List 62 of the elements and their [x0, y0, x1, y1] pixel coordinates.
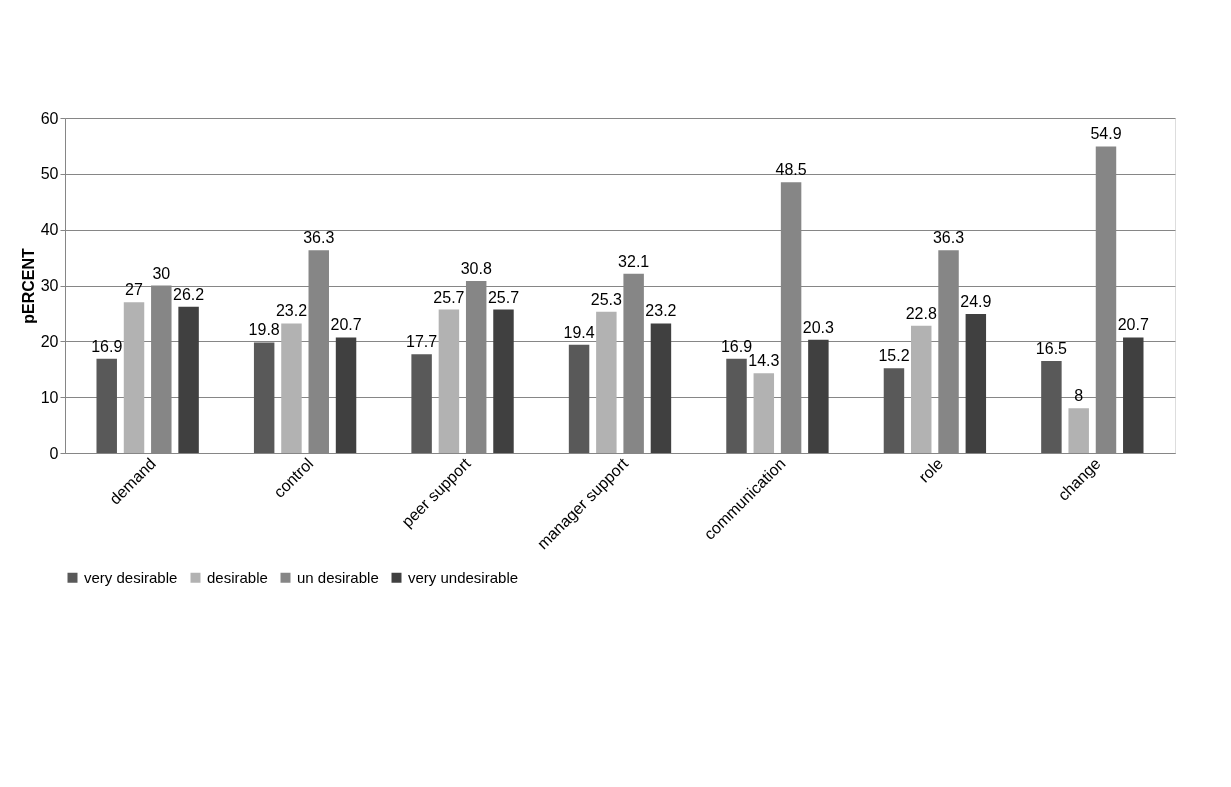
data-label: 20.7 — [1117, 316, 1149, 334]
bar — [808, 339, 829, 453]
data-label: 26.2 — [173, 285, 205, 303]
data-label: 20.7 — [330, 316, 362, 334]
bar — [281, 323, 302, 453]
bar — [493, 309, 514, 453]
y-tick-label: 50 — [40, 165, 59, 183]
data-label: 22.8 — [905, 304, 937, 322]
bar — [965, 313, 987, 453]
data-label: 36.3 — [303, 229, 335, 247]
y-axis-title: pERCENT — [19, 248, 37, 324]
data-label: 19.4 — [563, 323, 595, 341]
data-label: 32.1 — [618, 252, 650, 270]
data-label: 19.8 — [248, 321, 280, 339]
data-label: 30.8 — [460, 260, 492, 278]
legend-label: very undesirable — [408, 568, 519, 586]
y-tick-label: 40 — [40, 221, 59, 239]
y-tick-label: 60 — [40, 109, 59, 127]
bar — [596, 311, 617, 453]
data-label: 16.9 — [91, 337, 123, 355]
data-label: 54.9 — [1090, 125, 1122, 143]
y-tick-label: 10 — [40, 388, 59, 406]
y-tick-label: 0 — [49, 444, 59, 462]
bar — [96, 358, 117, 453]
data-label: 17.7 — [406, 333, 438, 351]
bar — [911, 325, 932, 453]
bar — [411, 354, 432, 453]
data-label: 14.3 — [748, 352, 780, 370]
data-label: 27 — [125, 281, 144, 299]
data-label: 16.9 — [720, 337, 753, 355]
bar — [726, 358, 747, 453]
bar — [1123, 337, 1144, 453]
bar — [568, 344, 590, 453]
legend-label: un desirable — [297, 568, 379, 586]
bar — [253, 342, 275, 453]
data-label: 30 — [152, 264, 171, 282]
bar — [438, 309, 460, 453]
data-label: 23.2 — [275, 302, 308, 320]
data-label: 20.3 — [802, 318, 835, 336]
bar — [1068, 408, 1089, 453]
bar — [178, 306, 199, 453]
data-label: 36.3 — [932, 229, 965, 247]
bar — [883, 368, 905, 453]
data-label: 25.7 — [487, 288, 520, 306]
y-tick-label: 20 — [40, 332, 59, 350]
data-label: 25.3 — [590, 290, 623, 308]
bar — [753, 373, 775, 453]
legend-label: desirable — [207, 568, 268, 586]
bar — [335, 337, 357, 453]
x-tick-label: role — [915, 454, 947, 486]
data-label: 16.5 — [1035, 339, 1068, 357]
data-label: 8 — [1074, 387, 1084, 405]
bar — [1041, 360, 1062, 453]
legend-label: very desirable — [84, 568, 178, 586]
bar — [123, 302, 145, 453]
data-label: 48.5 — [775, 161, 807, 179]
bar — [650, 323, 672, 453]
data-label: 15.2 — [878, 347, 910, 365]
y-tick-label: 30 — [40, 277, 59, 294]
data-label: 25.7 — [433, 288, 465, 306]
data-label: 23.2 — [645, 302, 677, 320]
data-label: 24.9 — [960, 292, 992, 310]
